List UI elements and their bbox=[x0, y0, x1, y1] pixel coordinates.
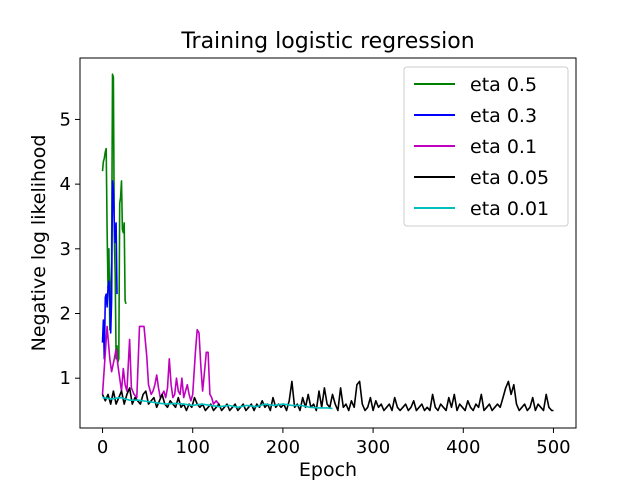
axes-frame bbox=[79, 57, 577, 429]
series-line-2 bbox=[101, 325, 220, 405]
y-axis-label: Negative log likelihood bbox=[28, 135, 50, 352]
series-line-3 bbox=[101, 380, 554, 412]
series-line-4 bbox=[102, 396, 333, 410]
x-tick-label: 400 bbox=[446, 437, 480, 458]
series-line-1 bbox=[101, 180, 118, 360]
legend-label-3: eta 0.05 bbox=[470, 167, 549, 189]
x-tick-label: 0 bbox=[97, 437, 108, 458]
y-axis: 1 2 3 4 5 bbox=[60, 109, 80, 389]
x-axis-label: Epoch bbox=[299, 459, 357, 480]
legend: eta 0.5 eta 0.3 eta 0.1 eta 0.05 eta 0.01 bbox=[403, 66, 569, 227]
x-tick-label: 100 bbox=[176, 437, 210, 458]
y-tick-label: 5 bbox=[60, 109, 71, 130]
y-tick-label: 3 bbox=[60, 239, 71, 260]
y-tick-label: 1 bbox=[60, 368, 71, 389]
legend-label-1: eta 0.3 bbox=[470, 105, 537, 127]
x-tick-label: 300 bbox=[356, 437, 390, 458]
x-tick-label: 200 bbox=[266, 437, 300, 458]
y-tick-label: 2 bbox=[60, 304, 71, 325]
y-tick-label: 4 bbox=[60, 174, 71, 195]
legend-label-4: eta 0.01 bbox=[470, 198, 549, 220]
plot-area bbox=[101, 73, 554, 412]
x-tick-label: 500 bbox=[536, 437, 570, 458]
legend-box bbox=[403, 66, 569, 227]
legend-label-0: eta 0.5 bbox=[470, 74, 537, 96]
x-axis: 0 100 200 300 400 500 bbox=[97, 428, 571, 458]
legend-label-2: eta 0.1 bbox=[470, 136, 537, 158]
chart-title: Training logistic regression bbox=[180, 29, 474, 54]
